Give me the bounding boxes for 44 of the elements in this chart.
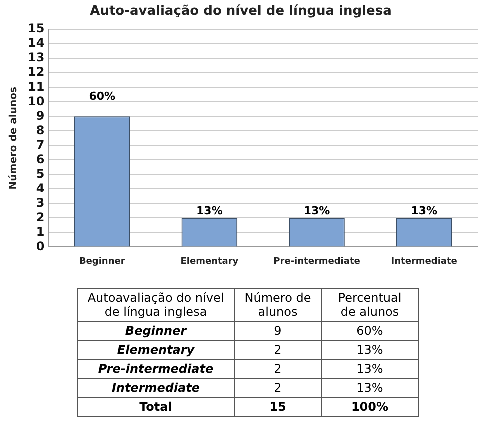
text: Beginner (78, 322, 234, 340)
y-tick-label: 6 (36, 152, 45, 166)
text: Número de alunos (234, 288, 322, 322)
y-tick-label: 3 (36, 196, 45, 210)
text: Elementary (78, 340, 234, 360)
text: 15 (234, 398, 322, 416)
y-tick-label: 5 (36, 166, 45, 181)
annotation: 60% (89, 90, 116, 103)
annotation: 13% (411, 204, 438, 218)
annotation: 13% (304, 204, 330, 218)
chart-title: Auto-avaliação do nível de língua inglesa (90, 4, 392, 20)
text: 9 (234, 322, 322, 340)
y-axis-title: Número de alunos (8, 87, 20, 190)
y-tick-label: 15 (28, 22, 45, 36)
y-tick-label: 14 (28, 36, 45, 50)
text: 13% (322, 360, 418, 378)
text: 60% (322, 322, 418, 340)
text: Intermediate (78, 378, 234, 398)
y-tick-label: 13 (28, 50, 45, 65)
x-tick-label: Elementary (180, 256, 239, 267)
text: Percentual de alunos (322, 288, 418, 322)
y-tick-label: 0 (36, 239, 45, 254)
annotation: 13% (196, 204, 223, 218)
text: 2 (234, 378, 322, 398)
text: Pre-intermediate (78, 360, 234, 378)
y-tick-label: 10 (28, 94, 45, 108)
text: 13% (322, 340, 418, 360)
text: 2 (234, 340, 322, 360)
y-tick-label: 4 (36, 181, 45, 196)
x-tick-label: Pre-intermediate (274, 256, 360, 267)
y-tick-label: 11 (28, 80, 45, 94)
x-tick-label: Intermediate (391, 256, 458, 267)
text: Autoavaliação do nível de língua inglesa (78, 288, 234, 322)
y-tick-label: 9 (36, 108, 45, 123)
y-tick-label: 12 (28, 65, 45, 80)
y-tick-label: 1 (36, 224, 45, 239)
text: Total (78, 398, 234, 416)
x-tick-label: Beginner (79, 256, 126, 267)
y-tick-label: 7 (36, 138, 45, 152)
y-tick-label: 2 (36, 210, 45, 224)
text: 13% (322, 378, 418, 398)
text: 2 (234, 360, 322, 378)
text: 100% (322, 398, 418, 416)
y-tick-label: 8 (36, 123, 45, 138)
